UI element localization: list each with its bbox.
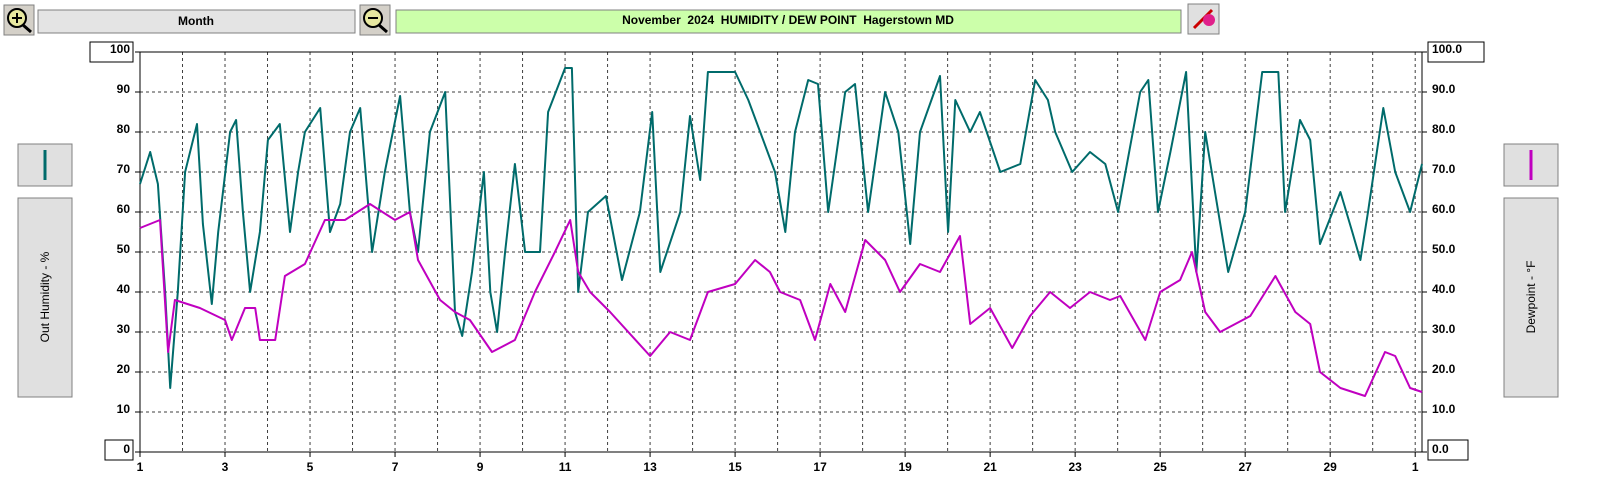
- y2-tick-label: 50.0: [1432, 242, 1456, 256]
- x-tick-label: 1: [1412, 460, 1419, 474]
- y-min-box: [104, 439, 134, 461]
- y2-tick-label: 0.0: [1432, 442, 1449, 456]
- y-tick-label: 90: [117, 82, 131, 96]
- y2-tick-label: 80.0: [1432, 122, 1456, 136]
- period-label: Month: [178, 14, 214, 28]
- x-tick-label: 1: [137, 460, 144, 474]
- x-tick-label: 17: [813, 460, 827, 474]
- y-tick-label: 60: [117, 202, 131, 216]
- x-tick-label: 13: [643, 460, 657, 474]
- y-tick-label: 30: [117, 322, 131, 336]
- x-tick-label: 29: [1324, 460, 1338, 474]
- y2-tick-label: 20.0: [1432, 362, 1456, 376]
- y-tick-label: 50: [117, 242, 131, 256]
- y-tick-label: 100: [110, 42, 130, 56]
- y2-max-box: [1427, 41, 1485, 63]
- title-bar: [395, 9, 1182, 34]
- y-tick-label: 80: [117, 122, 131, 136]
- y-tick-label: 40: [117, 282, 131, 296]
- y-axis-label: Out Humidity - %: [38, 251, 52, 342]
- zoom-out-button[interactable]: [359, 4, 391, 36]
- y-max-box: [89, 41, 134, 63]
- x-tick-label: 3: [222, 460, 229, 474]
- y2-tick-label: 100.0: [1432, 42, 1462, 56]
- zoom-in-button[interactable]: [3, 4, 35, 36]
- y2-tick-label: 40.0: [1432, 282, 1456, 296]
- x-tick-label: 7: [392, 460, 399, 474]
- y2-tick-label: 30.0: [1432, 322, 1456, 336]
- tool-button[interactable]: [1187, 3, 1220, 35]
- period-button[interactable]: [37, 9, 356, 34]
- x-tick-label: 15: [728, 460, 742, 474]
- dewpoint-legend-button[interactable]: [1503, 143, 1559, 187]
- x-tick-label: 5: [307, 460, 314, 474]
- y-tick-label: 70: [117, 162, 131, 176]
- data-line: [139, 203, 1423, 397]
- x-tick-label: 11: [559, 460, 572, 474]
- y-axis-button[interactable]: [17, 197, 73, 398]
- y2-tick-label: 70.0: [1432, 162, 1456, 176]
- y2-tick-label: 90.0: [1432, 82, 1456, 96]
- x-tick-label: 9: [477, 460, 484, 474]
- y2-axis-button[interactable]: [1503, 197, 1559, 398]
- y2-min-box: [1427, 439, 1469, 461]
- data-line: [139, 67, 1423, 389]
- x-tick-label: 21: [983, 460, 997, 474]
- chart-title: November 2024 HUMIDITY / DEW POINT Hager…: [622, 13, 954, 27]
- y-tick-label: 0: [123, 442, 130, 456]
- y-tick-label: 10: [117, 402, 131, 416]
- humidity-legend-button[interactable]: [17, 143, 73, 187]
- x-tick-label: 25: [1153, 460, 1167, 474]
- y2-tick-label: 60.0: [1432, 202, 1456, 216]
- x-tick-label: 27: [1238, 460, 1252, 474]
- y2-axis-label: Dewpoint - °F: [1524, 261, 1538, 334]
- x-tick-label: 19: [898, 460, 912, 474]
- y2-tick-label: 10.0: [1432, 402, 1456, 416]
- y-tick-label: 20: [117, 362, 131, 376]
- x-tick-label: 23: [1068, 460, 1082, 474]
